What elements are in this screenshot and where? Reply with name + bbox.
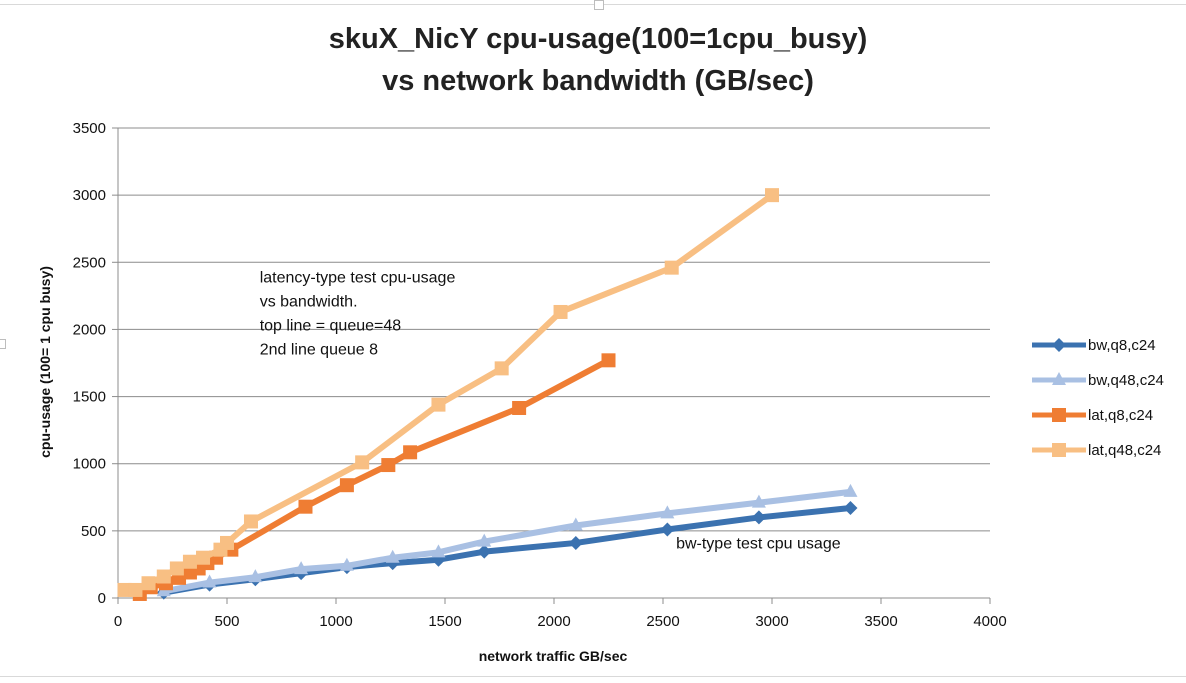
data-point (381, 458, 396, 473)
legend-swatch-marker (1052, 443, 1066, 457)
legend-entry: lat,q48,c24 (1032, 442, 1161, 459)
y-tick-label: 2500 (73, 254, 106, 271)
x-tick-label: 0 (114, 613, 122, 630)
data-point (156, 569, 171, 584)
series-bw-q48-c24 (156, 483, 858, 597)
series-lat-q48-c24 (117, 188, 779, 597)
resize-handle-left[interactable] (0, 339, 6, 349)
y-tick-label: 1500 (73, 389, 106, 406)
y-tick-label: 0 (98, 590, 106, 607)
x-tick-label: 4000 (973, 613, 1006, 630)
annotations: latency-type test cpu-usage vs bandwidth.… (260, 269, 841, 552)
data-point (765, 188, 779, 203)
legend-swatch-marker (1052, 408, 1066, 422)
data-point (568, 535, 583, 550)
y-axis-label: cpu-usage (100= 1 cpu busy) (37, 266, 53, 458)
annotation-text: 2nd line queue 8 (260, 341, 378, 358)
data-point (339, 478, 354, 493)
y-tick-label: 3000 (73, 187, 106, 204)
resize-handle-top[interactable] (594, 0, 604, 10)
data-point (220, 535, 234, 550)
data-point (494, 361, 509, 376)
chart-title: skuX_NicY cpu-usage(100=1cpu_busy) vs ne… (329, 23, 868, 97)
data-point (477, 533, 492, 547)
data-point (141, 576, 156, 591)
y-tick-label: 1000 (73, 456, 106, 473)
data-point (751, 494, 766, 508)
data-point (664, 260, 679, 275)
data-point (403, 445, 418, 460)
data-point (294, 561, 309, 575)
legend: bw,q8,c24 bw,q48,c24 lat,q8,c24 lat,q48,c24 (1032, 337, 1164, 459)
data-point (843, 483, 858, 497)
data-point (182, 554, 197, 569)
legend-entry: lat,q8,c24 (1032, 407, 1153, 424)
legend-label: bw,q8,c24 (1088, 337, 1156, 354)
x-axis-label: network traffic GB/sec (479, 648, 628, 664)
data-point (169, 561, 184, 576)
legend-swatch-marker (1052, 338, 1066, 352)
chart-frame-top (0, 4, 1186, 5)
data-point (339, 557, 354, 571)
y-tick-label: 500 (81, 523, 106, 540)
x-tick-label: 3500 (864, 613, 897, 630)
legend-entry: bw,q48,c24 (1032, 372, 1164, 389)
data-point (431, 397, 446, 412)
series-lines (117, 188, 858, 601)
y-tick-label: 3500 (73, 120, 106, 137)
data-point (751, 510, 766, 525)
annotation-text: latency-type test cpu-usage (260, 269, 456, 286)
data-point (568, 517, 583, 531)
legend-label: bw,q48,c24 (1088, 372, 1164, 389)
legend-label: lat,q48,c24 (1088, 442, 1161, 459)
chart-title-line-1: skuX_NicY cpu-usage(100=1cpu_busy) (329, 23, 868, 55)
x-tick-label: 1500 (428, 613, 461, 630)
data-point (196, 550, 211, 565)
legend-entry: bw,q8,c24 (1032, 337, 1156, 354)
x-tick-label: 3000 (755, 613, 788, 630)
gridlines (118, 127, 990, 532)
data-point (248, 569, 263, 583)
data-point (601, 353, 616, 368)
data-point (117, 582, 132, 597)
x-tick-label: 2000 (537, 613, 570, 630)
data-point (843, 501, 858, 516)
legend-label: lat,q8,c24 (1088, 407, 1153, 424)
x-tick-label: 1000 (319, 613, 352, 630)
data-point (128, 582, 143, 597)
data-point (553, 304, 568, 319)
data-point (243, 514, 258, 529)
chart-title-line-2: vs network bandwidth (GB/sec) (382, 65, 814, 97)
series-line (160, 488, 854, 595)
data-point (660, 505, 675, 519)
data-point (202, 574, 217, 588)
y-tick-labels: 0 500 1000 1500 2000 2500 3000 3500 (73, 120, 106, 607)
axes (112, 127, 991, 604)
annotation-text: top line = queue=48 (260, 317, 402, 334)
legend-swatch-marker (1052, 372, 1066, 385)
x-tick-labels: 0 500 1000 1500 2000 2500 3000 3500 4000 (114, 613, 1007, 630)
chart-frame-bottom (0, 676, 1186, 677)
x-tick-label: 2500 (646, 613, 679, 630)
data-point (385, 549, 400, 563)
data-point (355, 455, 370, 470)
x-tick-label: 500 (214, 613, 239, 630)
data-point (512, 400, 527, 415)
annotation-text: vs bandwidth. (260, 293, 358, 310)
data-point (298, 499, 313, 514)
annotation-text: bw-type test cpu usage (676, 535, 841, 552)
data-point (660, 522, 675, 537)
y-tick-label: 2000 (73, 321, 106, 338)
data-point (431, 544, 446, 558)
data-point (477, 544, 492, 559)
